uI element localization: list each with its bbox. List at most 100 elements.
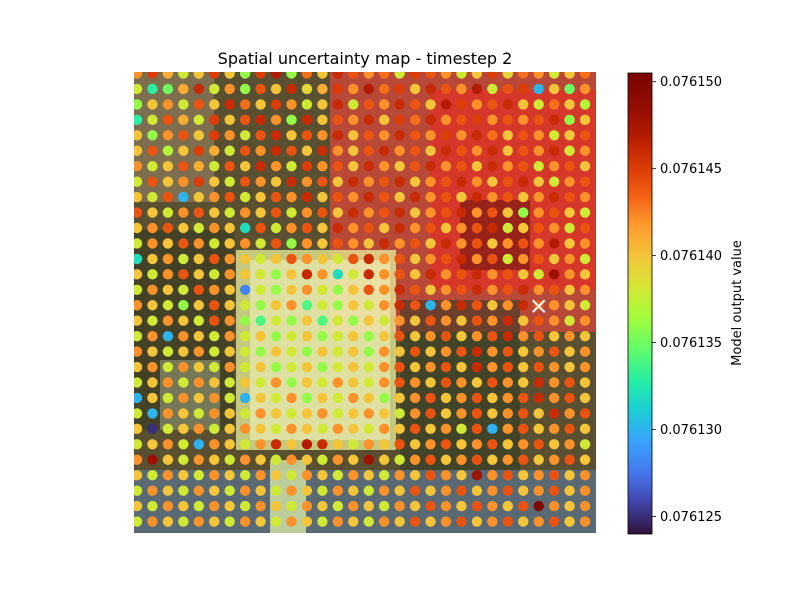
scatter-point — [425, 408, 436, 419]
scatter-point — [332, 377, 344, 388]
scatter-point — [178, 361, 189, 373]
scatter-point — [286, 516, 297, 527]
scatter-point — [579, 485, 591, 496]
scatter-point — [348, 253, 359, 265]
scatter-point — [502, 238, 513, 249]
scatter-point — [394, 300, 405, 311]
scatter-point — [301, 161, 313, 172]
scatter-point — [209, 72, 220, 79]
scatter-point — [564, 99, 575, 110]
scatter-point — [425, 423, 436, 435]
scatter-point — [348, 176, 359, 187]
scatter-point — [579, 130, 591, 141]
scatter-point — [301, 454, 313, 465]
scatter-point — [502, 454, 513, 465]
scatter-point — [533, 130, 544, 141]
scatter-point — [317, 161, 328, 172]
scatter-point — [487, 269, 498, 280]
scatter-point — [456, 361, 467, 373]
scatter-point — [332, 454, 344, 465]
scatter-point — [564, 392, 575, 404]
scatter-point — [456, 408, 467, 419]
scatter-point — [579, 114, 591, 126]
scatter-point — [224, 300, 235, 311]
scatter-point — [147, 114, 158, 126]
scatter-point — [456, 222, 467, 234]
scatter-point — [487, 130, 498, 141]
scatter-point — [394, 130, 405, 141]
scatter-point — [193, 114, 204, 126]
scatter-point — [409, 361, 421, 373]
scatter-point — [548, 207, 560, 218]
scatter-point — [440, 439, 452, 450]
scatter-point — [487, 485, 498, 496]
scatter-point — [162, 161, 174, 172]
scatter-point — [394, 485, 405, 496]
scatter-point — [134, 439, 143, 450]
scatter-point — [134, 72, 143, 79]
scatter-point — [487, 346, 498, 357]
scatter-point — [409, 145, 421, 156]
scatter-point — [379, 161, 390, 172]
scatter-point — [502, 485, 513, 496]
scatter-point — [394, 161, 405, 172]
scatter-point — [239, 130, 251, 141]
scatter-point — [270, 408, 282, 419]
scatter-point — [193, 130, 204, 141]
scatter-point — [425, 238, 436, 249]
scatter-point — [332, 315, 344, 326]
scatter-point — [134, 330, 143, 342]
colorbar-tick-label: 0.076125 — [660, 510, 722, 525]
scatter-point — [456, 439, 467, 450]
scatter-point — [286, 392, 297, 404]
scatter-point — [564, 207, 575, 218]
scatter-point — [209, 269, 220, 280]
scatter-point — [363, 470, 374, 481]
scatter-point — [548, 315, 560, 326]
scatter-point — [255, 284, 266, 295]
scatter-point — [518, 207, 529, 218]
scatter-point — [147, 454, 158, 465]
scatter-point — [363, 72, 374, 79]
scatter-point — [394, 423, 405, 435]
scatter-point — [348, 161, 359, 172]
scatter-point — [564, 361, 575, 373]
scatter-point — [348, 408, 359, 419]
scatter-point — [224, 191, 235, 203]
scatter-point — [409, 253, 421, 265]
scatter-point — [286, 377, 297, 388]
scatter-point — [193, 500, 204, 512]
scatter-point — [379, 99, 390, 110]
scatter-point — [348, 423, 359, 435]
scatter-point — [332, 485, 344, 496]
scatter-point — [456, 72, 467, 79]
scatter-point — [471, 439, 483, 450]
colorbar-tick-label: 0.076145 — [660, 162, 722, 177]
scatter-point — [147, 222, 158, 234]
scatter-point — [548, 423, 560, 435]
scatter-point — [348, 439, 359, 450]
scatter-point — [379, 222, 390, 234]
scatter-point — [518, 300, 529, 311]
scatter-point — [471, 130, 483, 141]
scatter-point — [394, 284, 405, 295]
scatter-point — [440, 423, 452, 435]
scatter-point — [471, 207, 483, 218]
scatter-point — [270, 145, 282, 156]
scatter-point — [363, 145, 374, 156]
scatter-point — [518, 72, 529, 79]
scatter-point — [270, 269, 282, 280]
scatter-point — [255, 161, 266, 172]
scatter-point — [440, 346, 452, 357]
scatter-point — [301, 346, 313, 357]
scatter-point — [147, 161, 158, 172]
scatter-point — [425, 161, 436, 172]
scatter-point — [518, 485, 529, 496]
scatter-point — [239, 423, 251, 435]
scatter-point — [348, 284, 359, 295]
scatter-point — [162, 454, 174, 465]
scatter-point — [440, 222, 452, 234]
scatter-point — [348, 300, 359, 311]
scatter-point — [317, 269, 328, 280]
scatter-point — [471, 485, 483, 496]
